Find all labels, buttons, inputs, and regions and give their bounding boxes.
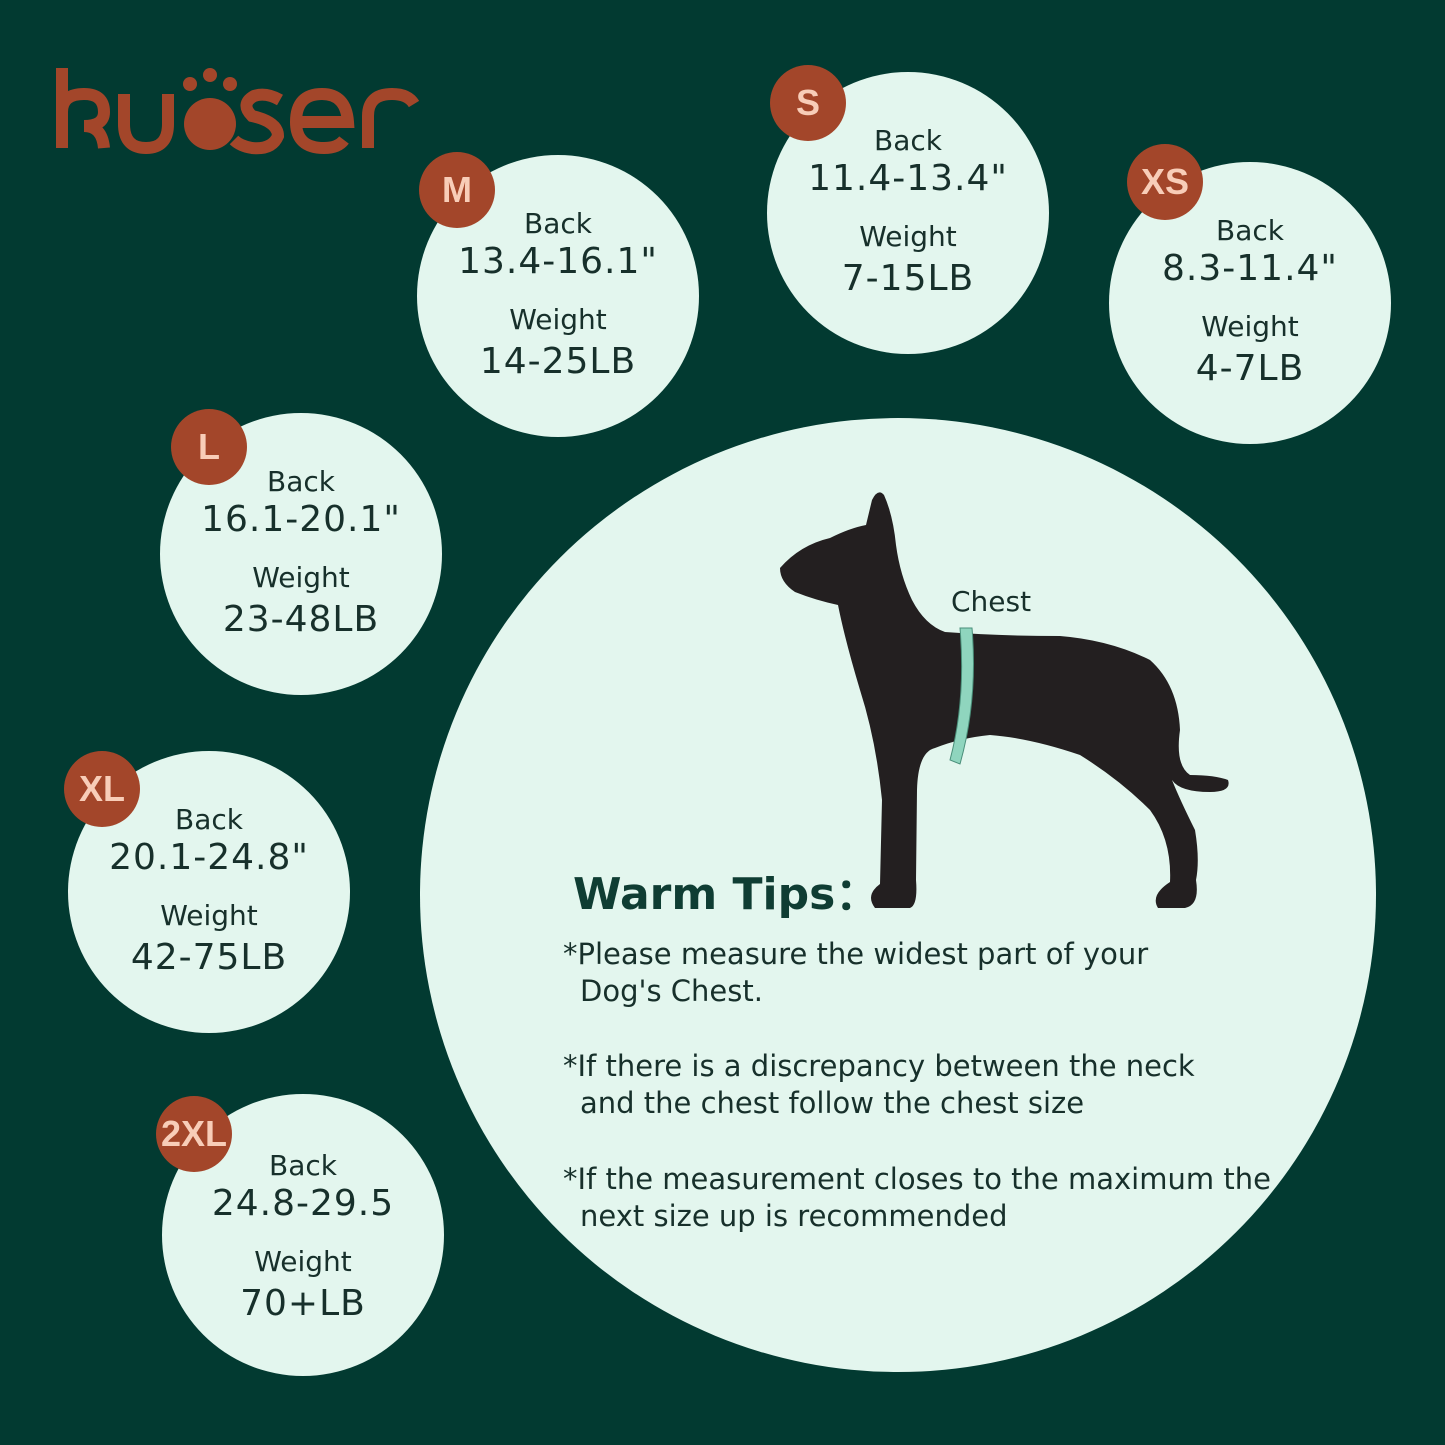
back-value: 20.1-24.8"	[109, 837, 309, 878]
back-label: Back	[175, 803, 243, 836]
back-value: 24.8-29.5	[211, 1183, 395, 1224]
logo-graphic	[56, 68, 420, 155]
weight-value: 7-15LB	[841, 258, 975, 299]
back-label: Back	[267, 465, 335, 498]
back-value: 8.3-11.4"	[1162, 248, 1338, 289]
size-circle-2xl: Back 24.8-29.5 Weight 70+LB	[162, 1094, 444, 1376]
weight-value: 42-75LB	[130, 937, 288, 978]
size-badge-l: L	[171, 409, 247, 485]
back-value: 11.4-13.4"	[808, 158, 1008, 199]
back-label: Back	[524, 207, 592, 240]
weight-label: Weight	[160, 899, 258, 932]
back-label: Back	[269, 1149, 337, 1182]
tip-item: *If the measurement closes to the maximu…	[563, 1161, 1283, 1235]
size-badge-m: M	[419, 152, 495, 228]
weight-value: 4-7LB	[1195, 348, 1305, 389]
tip-item: *Please measure the widest part of your …	[563, 936, 1213, 1010]
chest-label: Chest	[951, 585, 1032, 618]
size-circle-l: Back 16.1-20.1" Weight 23-48LB	[160, 413, 442, 695]
size-badge-xl: XL	[64, 751, 140, 827]
back-value: 13.4-16.1"	[458, 241, 658, 282]
back-label: Back	[1216, 214, 1284, 247]
warm-tips-title: Warm Tips：	[573, 869, 880, 920]
back-value: 16.1-20.1"	[201, 499, 401, 540]
weight-label: Weight	[859, 220, 957, 253]
weight-value: 14-25LB	[479, 341, 637, 382]
tip-item: *If there is a discrepancy between the n…	[563, 1048, 1223, 1122]
weight-value: 70+LB	[240, 1283, 366, 1324]
measuring-tape-icon	[949, 627, 974, 765]
back-label: Back	[874, 124, 942, 157]
weight-label: Weight	[252, 561, 350, 594]
weight-label: Weight	[509, 303, 607, 336]
size-badge-xs: XS	[1127, 144, 1203, 220]
tip-text: *If the measurement closes to the maximu…	[563, 1162, 1271, 1233]
weight-value: 23-48LB	[222, 599, 380, 640]
size-badge-2xl: 2XL	[156, 1096, 232, 1172]
weight-label: Weight	[254, 1245, 352, 1278]
tip-text: *Please measure the widest part of your …	[563, 937, 1149, 1008]
kuoser-logo	[52, 60, 422, 164]
tip-text: *If there is a discrepancy between the n…	[563, 1049, 1195, 1120]
size-circle-s: Back 11.4-13.4" Weight 7-15LB	[767, 72, 1049, 354]
weight-label: Weight	[1201, 310, 1299, 343]
size-badge-s: S	[770, 65, 846, 141]
